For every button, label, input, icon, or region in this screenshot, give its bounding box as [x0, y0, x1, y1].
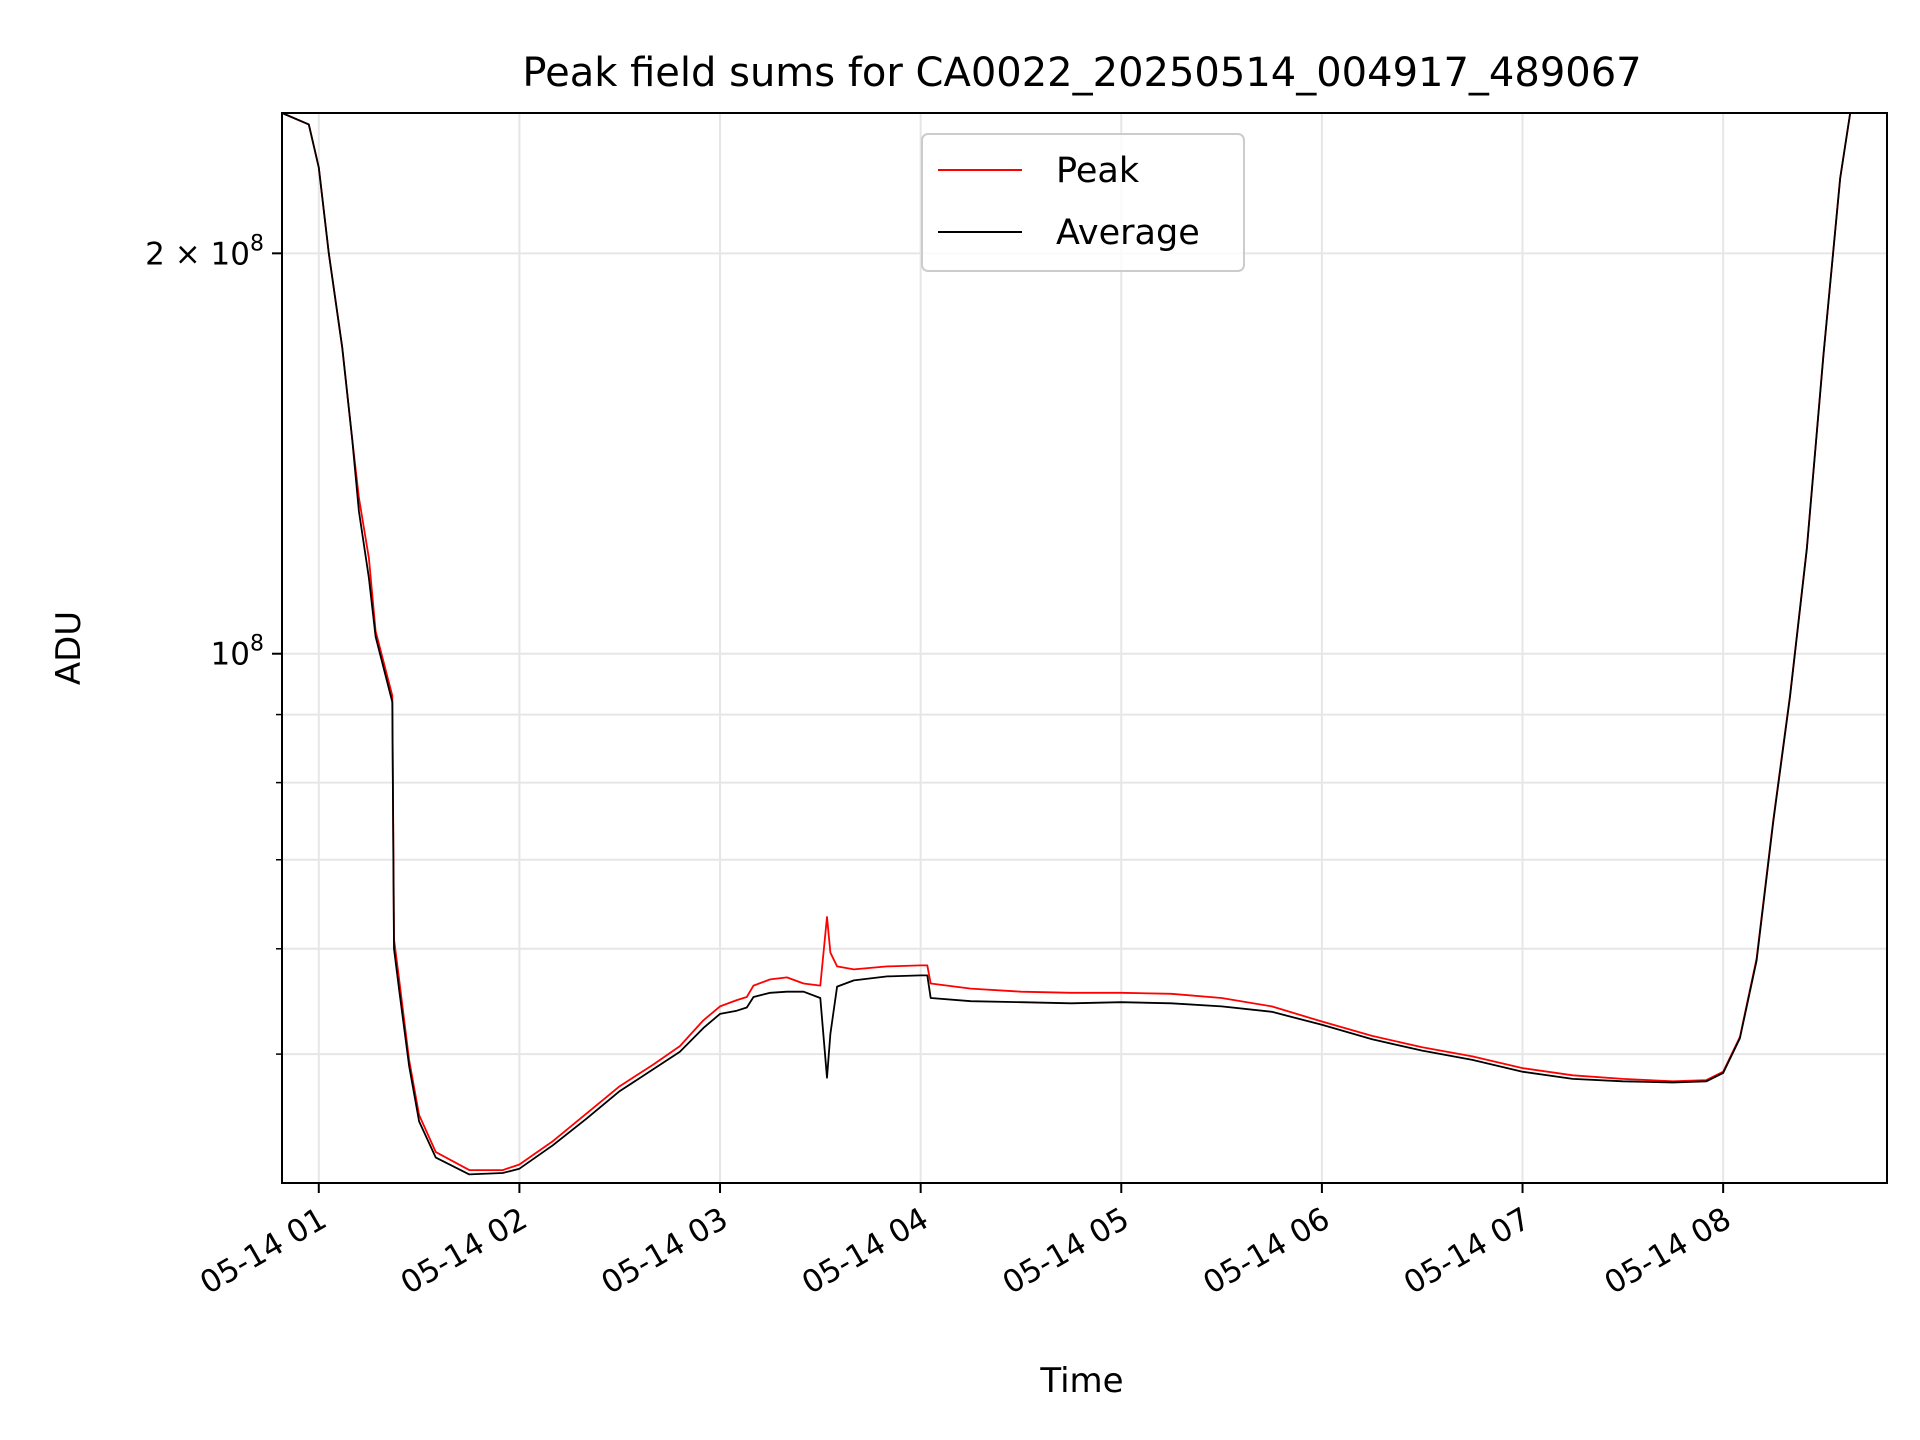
series-layer — [281, 112, 1887, 1176]
legend-label-average: Average — [1056, 213, 1200, 253]
plot-area — [282, 113, 1887, 1183]
legend: Peak Average — [921, 133, 1245, 272]
series-line-average — [281, 112, 1887, 1176]
y-tick-label: 2 × 108 — [145, 231, 264, 272]
legend-box — [921, 133, 1245, 272]
y-axis: 108 2 × 108 — [145, 231, 282, 1055]
x-axis-label: Time — [1039, 1361, 1123, 1401]
plot-frame — [281, 112, 1888, 1184]
legend-label-peak: Peak — [1056, 151, 1140, 191]
y-axis-label: ADU — [49, 611, 89, 685]
series-line-peak — [281, 112, 1887, 1171]
y-tick-label: 108 — [211, 632, 264, 673]
chart-title: Peak field sums for CA0022_20250514_0049… — [522, 50, 1641, 96]
